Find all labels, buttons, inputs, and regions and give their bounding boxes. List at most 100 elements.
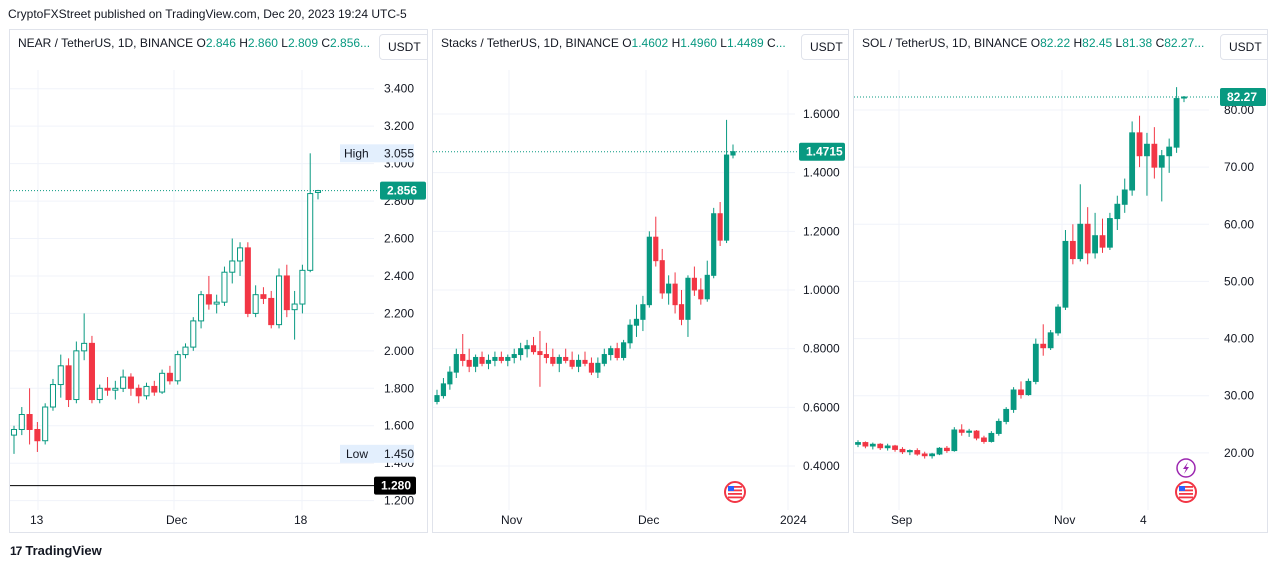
candle bbox=[640, 295, 646, 332]
sol-chart-canvas[interactable]: 20.00 30.00 40.00 50.00 60.00 70.00 80.00 Sep No… bbox=[854, 30, 1268, 533]
candle-body bbox=[1144, 143, 1150, 157]
candle bbox=[1107, 212, 1113, 250]
candles bbox=[434, 119, 736, 405]
high-marker: High 3.055 bbox=[340, 144, 414, 163]
candle bbox=[621, 339, 627, 361]
y-tick-label: 20.00 bbox=[1224, 446, 1254, 460]
y-tick-label: 30.00 bbox=[1224, 389, 1254, 403]
y-axis: 0.4000 0.6000 0.8000 1.0000 1.2000 1.4000 1.60… bbox=[803, 107, 840, 473]
candle bbox=[1114, 195, 1121, 230]
candle-body bbox=[685, 277, 691, 320]
x-axis: Nov Dec 2024 bbox=[501, 513, 807, 527]
currency-selector-button[interactable]: USDT bbox=[801, 34, 848, 60]
candle bbox=[678, 290, 685, 326]
high-marker-value: 3.055 bbox=[384, 146, 414, 160]
us-flag-icon-stripe bbox=[1179, 493, 1193, 495]
us-flag-icon bbox=[1175, 481, 1197, 503]
candle-body bbox=[1099, 235, 1106, 248]
candle-body bbox=[104, 387, 111, 391]
candle bbox=[633, 304, 640, 337]
legend-high-label: H bbox=[239, 36, 248, 50]
candle-body bbox=[479, 356, 485, 364]
candle-body bbox=[1069, 240, 1076, 260]
legend-high-value: 1.4960 bbox=[680, 36, 717, 50]
candle-body bbox=[672, 283, 678, 306]
candle-body bbox=[1003, 408, 1010, 422]
tradingview-logo-icon: 17 bbox=[10, 543, 22, 558]
candle bbox=[1092, 212, 1098, 259]
candle bbox=[49, 378, 57, 411]
candle bbox=[666, 275, 672, 305]
candle-body bbox=[691, 277, 697, 291]
us-flag-icon-stripe bbox=[1179, 496, 1193, 499]
near-chart-panel[interactable]: 1.200 1.400 1.600 1.800 2.000 2.200 2.400 2.600… bbox=[9, 29, 428, 533]
candle bbox=[530, 336, 537, 355]
us-flag-icon-stripe bbox=[1179, 489, 1193, 492]
last-price-value: 1.4715 bbox=[806, 145, 843, 159]
candle-body bbox=[492, 356, 498, 361]
candle-body bbox=[575, 359, 582, 367]
high-marker-label: High bbox=[344, 146, 369, 160]
candle bbox=[1121, 178, 1128, 213]
legend-open-value: 2.846 bbox=[205, 36, 236, 50]
near-chart-canvas[interactable]: 1.2001.4001.6001.8002.0002.2002.4002.600… bbox=[10, 30, 428, 533]
candle bbox=[81, 313, 88, 361]
candle-body bbox=[440, 383, 447, 397]
candle bbox=[1158, 150, 1165, 202]
candle-body bbox=[666, 283, 672, 294]
candle bbox=[569, 351, 575, 370]
candle-body bbox=[973, 430, 980, 439]
candle-body bbox=[434, 395, 440, 402]
candle-body bbox=[237, 247, 244, 262]
candle bbox=[65, 358, 72, 408]
x-tick-label: Dec bbox=[166, 513, 187, 527]
candle bbox=[921, 451, 928, 459]
legend-close-label: C bbox=[1155, 36, 1165, 50]
candle bbox=[182, 343, 189, 359]
low-marker-value: 1.450 bbox=[384, 447, 414, 461]
candle-body bbox=[569, 359, 575, 367]
candle bbox=[1129, 121, 1136, 196]
candle-body bbox=[550, 356, 556, 364]
candle bbox=[1062, 230, 1069, 310]
y-tick-label: 60.00 bbox=[1224, 217, 1254, 231]
candle-body bbox=[127, 376, 134, 389]
candle-body bbox=[205, 294, 212, 305]
y-tick-label: 1.600 bbox=[384, 419, 414, 433]
tradingview-logo[interactable]: 17 TradingView bbox=[10, 543, 102, 558]
candle bbox=[1166, 138, 1173, 173]
candle bbox=[1032, 338, 1039, 385]
legend-close-label: C bbox=[767, 36, 776, 50]
stacks-chart-canvas[interactable]: 0.4000 0.6000 0.8000 1.0000 1.2000 1.4000 1.60… bbox=[433, 30, 849, 533]
candle-body bbox=[65, 365, 72, 401]
y-tick-label: 0.6000 bbox=[803, 400, 840, 414]
y-tick-label: 1.4000 bbox=[803, 166, 840, 180]
candle bbox=[166, 365, 173, 385]
candle bbox=[1025, 378, 1032, 396]
candle bbox=[440, 378, 447, 399]
candle-body bbox=[543, 354, 549, 358]
y-tick-label: 3.200 bbox=[384, 119, 414, 133]
candle-body bbox=[659, 260, 665, 294]
sol-chart-panel[interactable]: 20.00 30.00 40.00 50.00 60.00 70.00 80.00 Sep No… bbox=[853, 29, 1268, 533]
candle bbox=[981, 435, 987, 444]
candle bbox=[556, 354, 562, 373]
currency-selector-button[interactable]: USDT bbox=[1220, 34, 1267, 60]
legend-low-label: L bbox=[1115, 36, 1123, 50]
currency-selector-button[interactable]: USDT bbox=[379, 34, 427, 60]
candle bbox=[473, 354, 479, 373]
candle-body bbox=[498, 356, 504, 361]
y-tick-label: 1.2000 bbox=[803, 224, 840, 238]
candle-body bbox=[640, 304, 646, 320]
candle-body bbox=[1136, 132, 1143, 157]
candle-body bbox=[921, 453, 928, 457]
candle-body bbox=[485, 359, 492, 364]
candle bbox=[563, 348, 569, 364]
stacks-chart-panel[interactable]: 0.4000 0.6000 0.8000 1.0000 1.2000 1.4000 1.60… bbox=[432, 29, 849, 533]
x-tick-label: 4 bbox=[1140, 513, 1147, 527]
candle-body bbox=[120, 376, 127, 389]
candle bbox=[466, 348, 472, 373]
candle bbox=[575, 354, 582, 373]
legend-open-label: O bbox=[196, 36, 206, 50]
candle-body bbox=[524, 345, 530, 350]
